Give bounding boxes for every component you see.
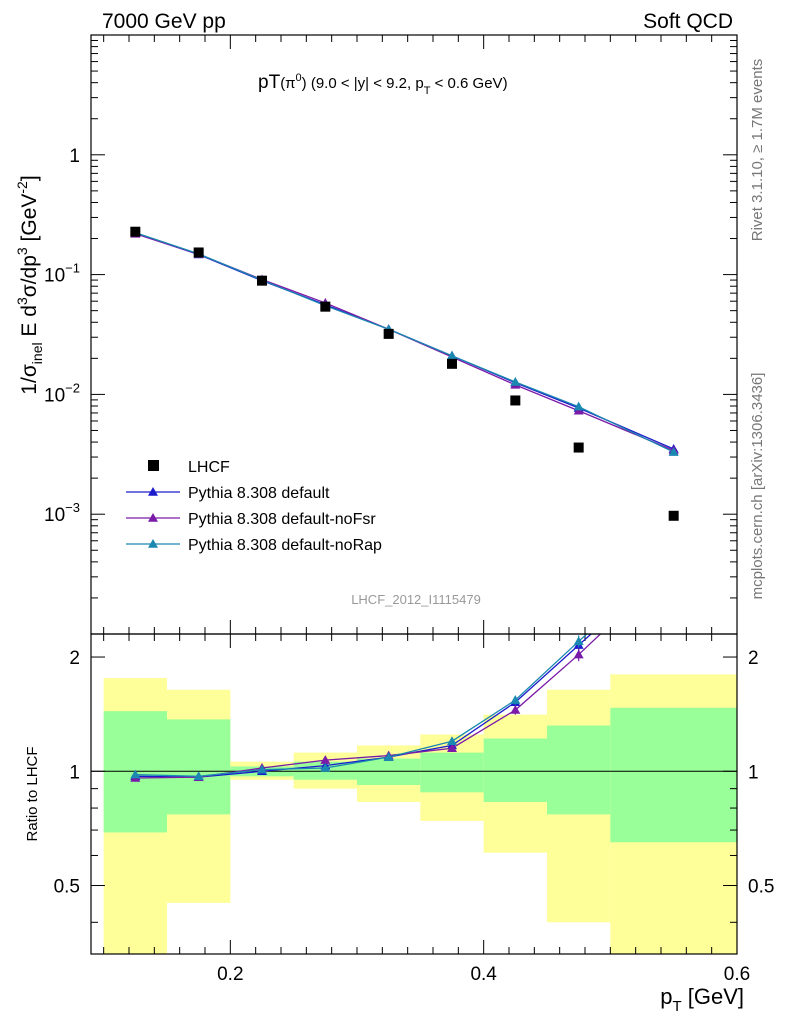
series-point-top-2-6 — [510, 376, 521, 386]
ratio-y-tick-label-left: 2 — [69, 648, 80, 669]
legend-marker-2 — [148, 513, 158, 522]
series-point-ratio-2-7 — [573, 636, 584, 646]
legend-marker-3 — [148, 539, 158, 548]
header-energy-label: 7000 GeV pp — [102, 10, 226, 33]
panel-frames — [90, 34, 738, 955]
series-point-ratio-1-7 — [573, 649, 584, 659]
top-y-tick-label: 10−1 — [44, 261, 80, 287]
series-point-top-2-8 — [668, 447, 679, 456]
series-line-top-1 — [135, 233, 674, 452]
series-point-ratio-2-4 — [383, 752, 394, 761]
green-band-5 — [420, 752, 484, 793]
series-point-ratio-1-8 — [669, 560, 679, 569]
legend-label-0: LHCF — [188, 459, 230, 476]
ratio-y-tick-label-right: 2 — [748, 648, 759, 669]
plot-title-cut-a: (9.0 < |y| < 9.2, p — [311, 75, 424, 92]
mcplots-side-label: mcplots.cern.ch [arXiv:1306.3436] — [749, 373, 766, 600]
series-point-ratio-2-2 — [257, 764, 267, 774]
ratio-y-tick-label-left: 0.5 — [54, 877, 80, 898]
x-tick-label: 0.4 — [470, 964, 497, 985]
plot-title-particle-close: ) — [302, 75, 307, 92]
green-band-6 — [483, 738, 547, 802]
series-point-top-2-7 — [573, 401, 584, 411]
green-band-4 — [357, 758, 421, 786]
ratio-y-axis-label: Ratio to LHCF — [24, 746, 41, 841]
plot-title-particle-sup: 0 — [296, 72, 302, 84]
data-point-2 — [257, 275, 267, 286]
series-point-ratio-2-3 — [320, 763, 331, 772]
series-point-ratio-2-1 — [193, 771, 204, 781]
data-point-4 — [383, 328, 394, 339]
x-tick-label: 0.6 — [724, 964, 750, 985]
data-point-7 — [573, 442, 584, 453]
data-point-3 — [320, 301, 331, 312]
series-point-ratio-2-0 — [130, 769, 141, 779]
x-axis-label: pT [GeV] — [660, 984, 744, 1015]
data-point-5 — [447, 358, 457, 369]
plot-title-cut-sub: T — [424, 85, 431, 97]
green-band-7 — [547, 725, 611, 815]
top-y-axis-label: 1/σinel E d3σ/dp3 [GeV-2] — [14, 175, 45, 394]
top-y-tick-label: 10−2 — [44, 380, 80, 406]
ratio-y-tick-label-left: 1 — [69, 762, 80, 783]
data-point-0 — [130, 226, 141, 237]
series-point-ratio-1-3 — [320, 755, 331, 764]
legend: LHCF Pythia 8.308 default Pythia 8.308 def… — [126, 459, 382, 554]
plot-title: pT(π0) (9.0 < |y| < 9.2, pT < 0.6 GeV) — [258, 72, 508, 97]
ratio-y-tick-label-right: 1 — [748, 762, 759, 783]
green-band-8 — [610, 707, 737, 843]
top-panel-marks — [130, 226, 679, 521]
legend-marker-0 — [148, 460, 159, 471]
ratio-panel-marks — [91, 551, 737, 782]
data-point-8 — [668, 510, 679, 521]
legend-label-2: Pythia 8.308 default-noFsr — [188, 511, 376, 528]
plot-title-main: pT — [258, 72, 281, 93]
ratio-panel-frame — [90, 633, 738, 955]
plot-title-cut-b: < 0.6 GeV) — [430, 75, 507, 92]
header-category-label: Soft QCD — [643, 10, 733, 33]
rivet-side-label: Rivet 3.1.10, ≥ 1.7M events — [749, 59, 766, 242]
legend-label-1: Pythia 8.308 default — [188, 485, 330, 502]
data-point-6 — [510, 395, 521, 406]
series-point-ratio-0-8 — [669, 555, 679, 564]
series-point-top-2-5 — [447, 350, 457, 360]
data-point-1 — [193, 247, 204, 258]
plot-title-particle: (π — [280, 75, 295, 92]
series-point-ratio-2-5 — [447, 736, 457, 745]
series-line-top-2 — [135, 232, 674, 453]
series-point-ratio-1-6 — [510, 705, 521, 714]
series-point-ratio-2-6 — [510, 695, 521, 704]
x-tick-label: 0.2 — [217, 964, 243, 985]
ratio-y-tick-label-right: 0.5 — [748, 877, 774, 898]
green-band-1 — [167, 719, 231, 815]
top-y-tick-label: 10−3 — [44, 500, 80, 526]
ratio-uncertainty-bands — [103, 674, 737, 954]
top-y-tick-label: 1 — [69, 146, 80, 167]
legend-label-3: Pythia 8.308 default-noRap — [188, 537, 382, 554]
legend-marker-1 — [148, 487, 158, 496]
series-point-ratio-1-5 — [447, 743, 457, 752]
analysis-watermark: LHCF_2012_I1115479 — [351, 592, 481, 607]
series-point-ratio-2-8 — [669, 551, 679, 560]
